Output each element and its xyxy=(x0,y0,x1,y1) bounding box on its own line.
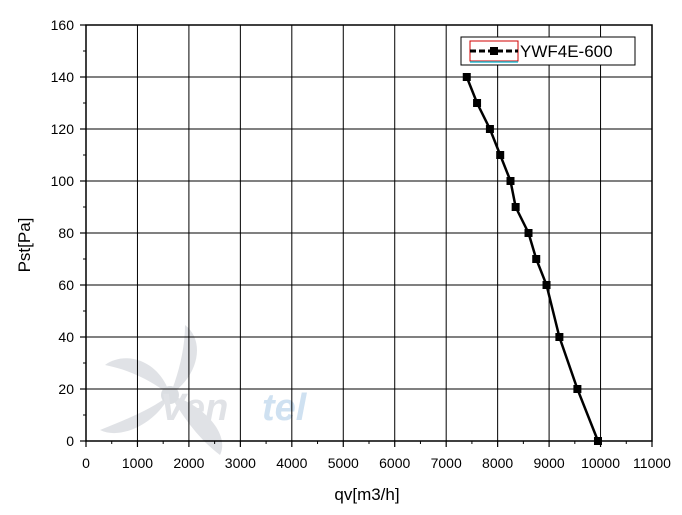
x-tick-label: 2000 xyxy=(173,455,204,471)
y-axis-title: Pst[Pa] xyxy=(15,218,34,273)
data-point xyxy=(511,203,520,211)
watermark-text-a: Ven xyxy=(160,387,228,429)
data-point xyxy=(532,255,541,263)
y-tick-label: 20 xyxy=(58,381,74,397)
legend-swatch-marker xyxy=(490,47,498,55)
x-tick-label: 0 xyxy=(82,455,90,471)
series-line xyxy=(465,76,600,442)
y-tick-label: 100 xyxy=(51,173,75,189)
fan-icon xyxy=(100,325,223,455)
y-tick-label: 140 xyxy=(51,69,75,85)
x-tick-label: 8000 xyxy=(482,455,513,471)
x-tick-label: 3000 xyxy=(225,455,256,471)
y-tick-label: 60 xyxy=(58,277,74,293)
x-tick-label: 1000 xyxy=(122,455,153,471)
x-tick-label: 9000 xyxy=(534,455,565,471)
watermark-text-b: tel xyxy=(262,387,308,429)
data-point xyxy=(555,333,564,341)
y-tick-label: 40 xyxy=(58,329,74,345)
y-tick-label: 0 xyxy=(66,433,74,449)
y-tick-label: 160 xyxy=(51,17,75,33)
data-point xyxy=(506,177,515,185)
y-tick-label: 120 xyxy=(51,121,75,137)
x-tick-label: 4000 xyxy=(276,455,307,471)
data-point xyxy=(524,229,533,237)
x-tick-label: 5000 xyxy=(328,455,359,471)
ticks: 0 1000 2000 3000 4000 5000 6000 7000 8000 9000 100… xyxy=(51,17,672,471)
x-tick-label: 6000 xyxy=(379,455,410,471)
series-layer xyxy=(462,73,602,445)
data-point xyxy=(496,151,505,159)
x-tick-label: 7000 xyxy=(431,455,462,471)
data-point xyxy=(473,99,482,107)
legend-label: YWF4E-600 xyxy=(520,42,613,61)
data-point xyxy=(573,385,582,393)
data-point xyxy=(462,73,471,81)
watermark: Ven tel xyxy=(100,325,308,455)
legend: YWF4E-600 xyxy=(460,36,636,66)
y-tick-label: 80 xyxy=(58,225,74,241)
x-tick-label: 11000 xyxy=(633,455,671,471)
data-point xyxy=(593,437,602,445)
x-tick-label: 10000 xyxy=(581,455,620,471)
x-axis-title: qv[m3/h] xyxy=(334,485,399,504)
grid xyxy=(85,24,653,442)
data-point xyxy=(542,281,551,289)
data-point xyxy=(485,125,494,133)
